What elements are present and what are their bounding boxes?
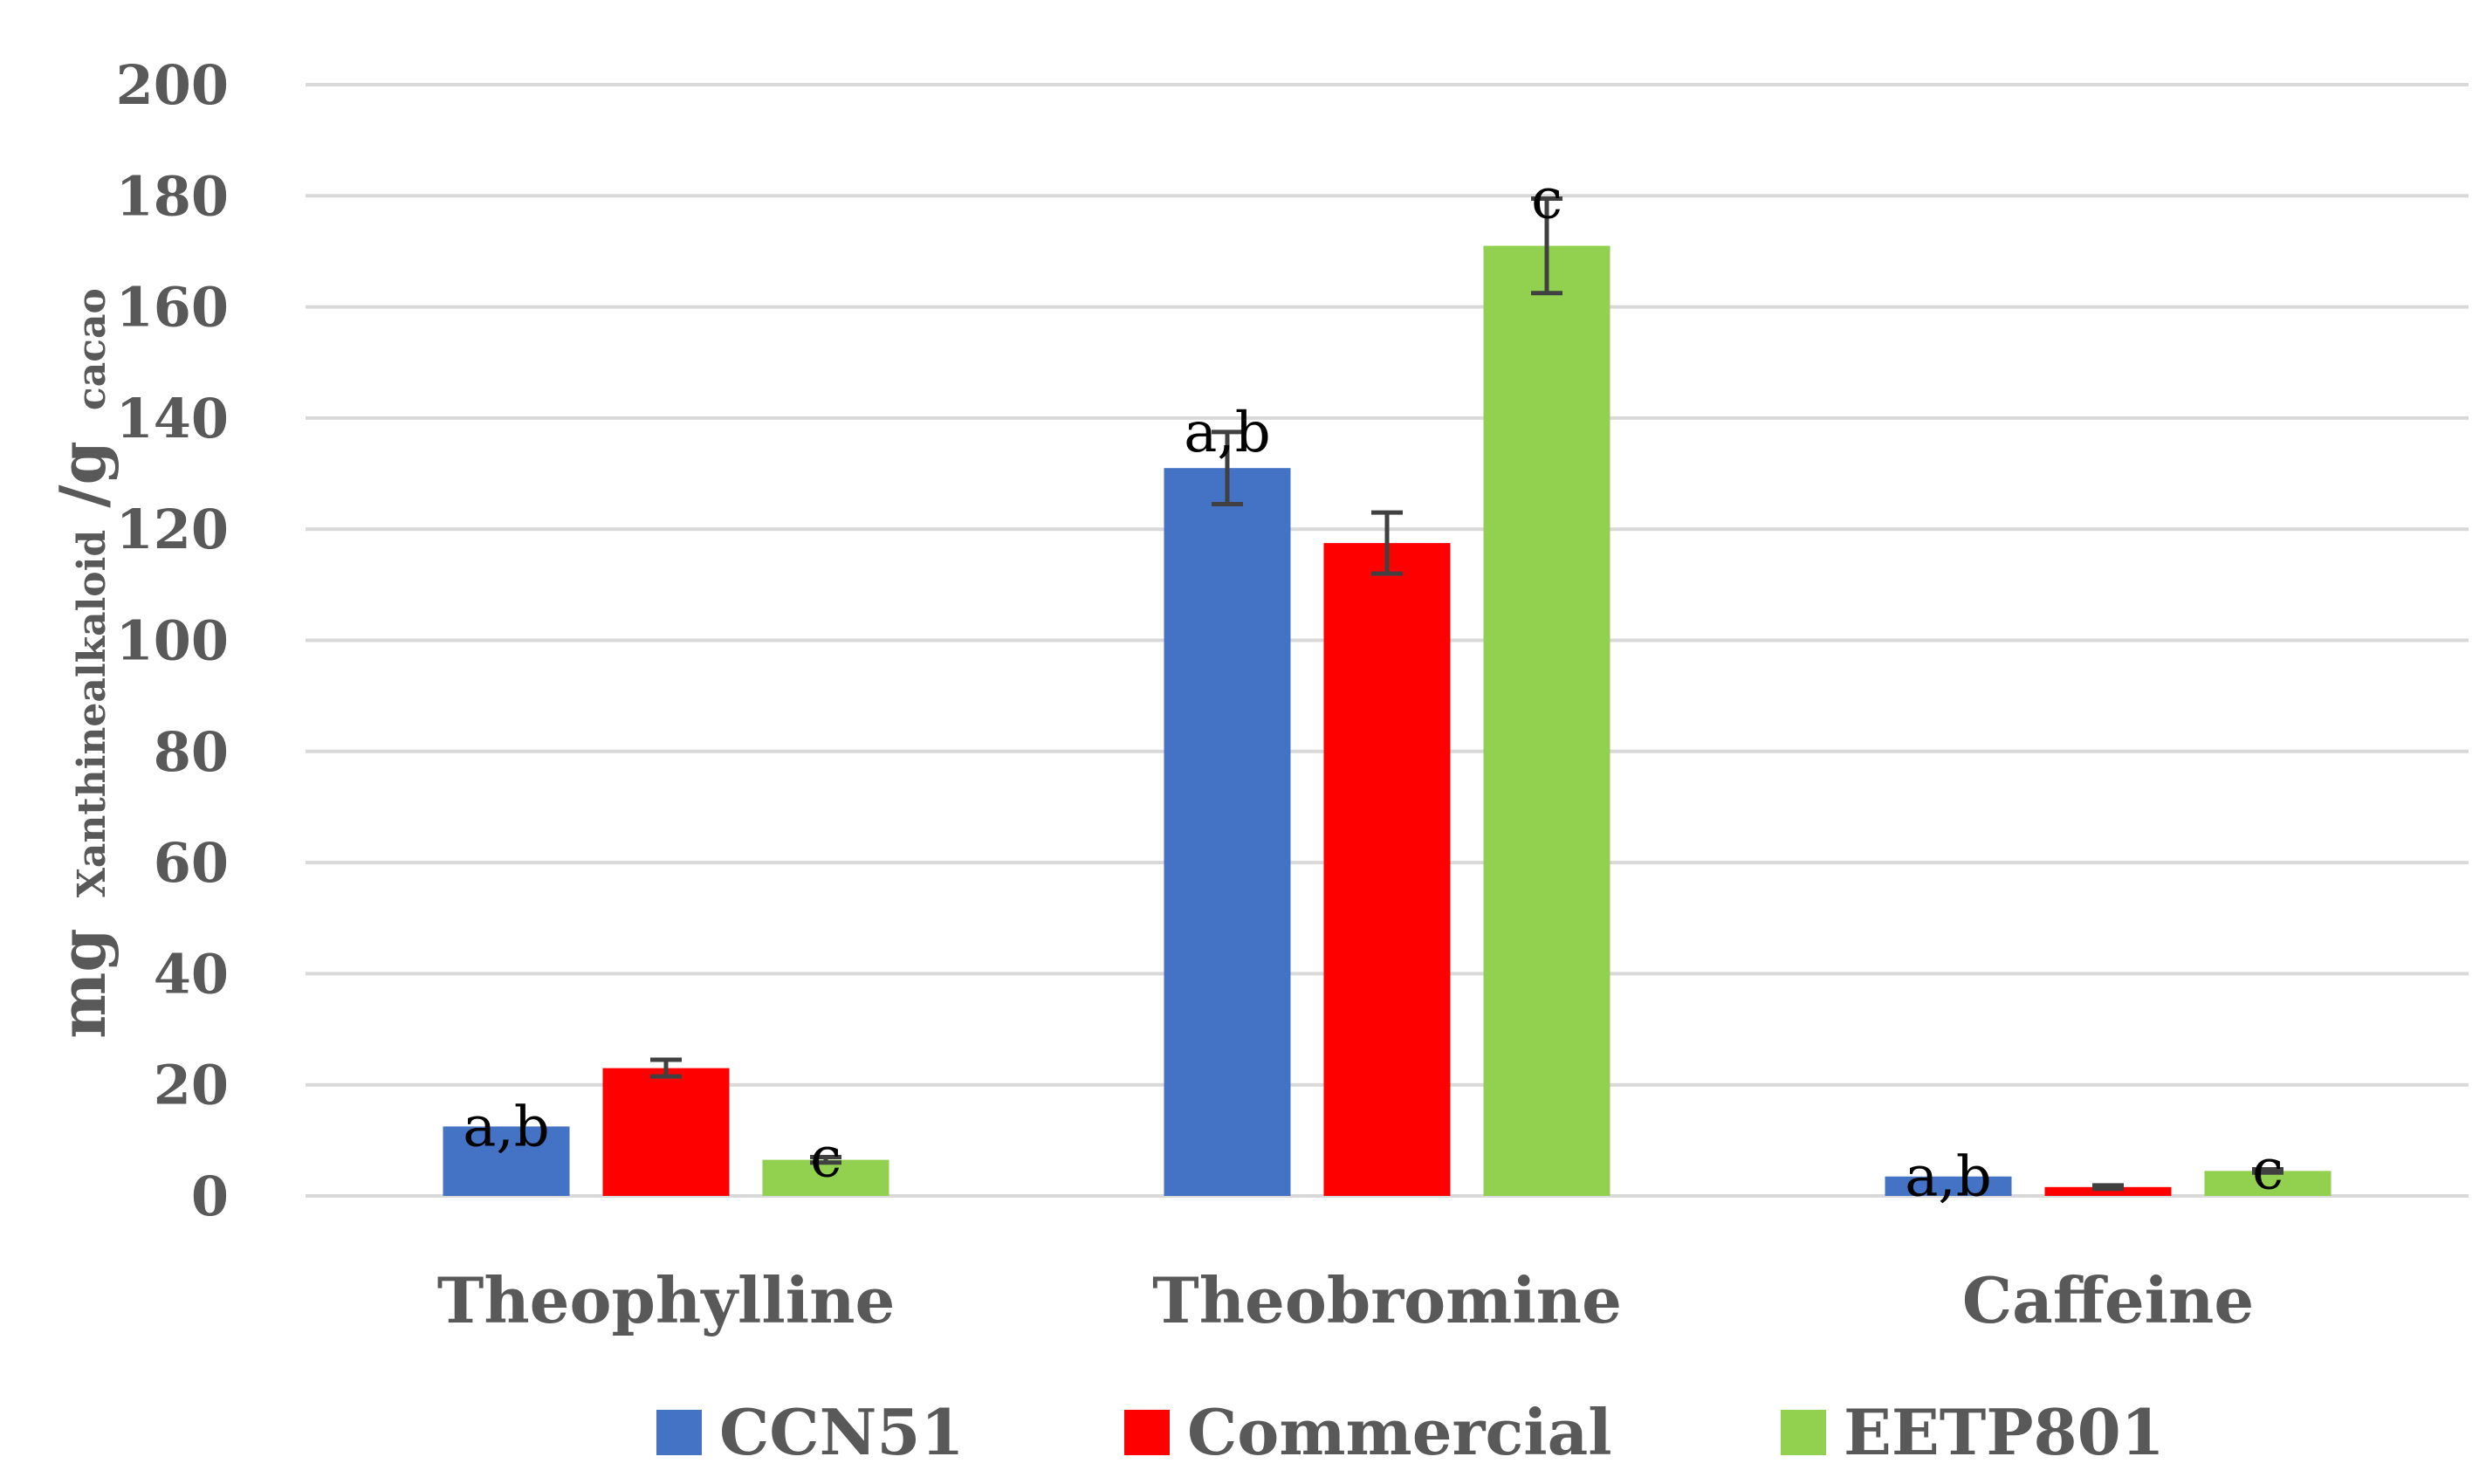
x-category-label: Theobromine <box>1152 1263 1622 1337</box>
x-category-label: Caffeine <box>1962 1263 2254 1337</box>
bar-eetp801-theobromine <box>1483 245 1610 1197</box>
bar-ccn51-theobromine <box>1164 468 1291 1196</box>
significance-label: a,b <box>463 1095 549 1159</box>
bar-commercial-theobromine <box>1323 543 1451 1196</box>
bar-ccn51-theophylline <box>443 1126 570 1196</box>
y-tick-label: 200 <box>116 53 229 117</box>
legend-swatch <box>1124 1410 1170 1455</box>
x-axis-categories: Theophylline Theobromine Caffeine <box>437 1263 2254 1337</box>
y-axis-title-divider: /g <box>45 441 120 508</box>
significance-label: a,b <box>1184 401 1270 465</box>
y-tick-label: 120 <box>116 498 229 561</box>
legend-swatch <box>656 1410 702 1455</box>
y-axis-title: mg Xanthinealkaloid /g cacao <box>45 288 120 1039</box>
y-tick-label: 60 <box>154 831 229 895</box>
bar-eetp801-caffeine <box>2204 1171 2331 1196</box>
x-category-label: Theophylline <box>437 1263 896 1337</box>
significance-label: c <box>2252 1137 2283 1202</box>
error-bars <box>650 196 2283 1192</box>
y-tick-label: 40 <box>154 942 229 1006</box>
bar-commercial-theophylline <box>602 1068 730 1196</box>
y-tick-label: 80 <box>154 720 229 784</box>
significance-label: c <box>810 1125 841 1190</box>
y-tick-label: 0 <box>191 1165 229 1228</box>
bar-eetp801-theophylline <box>762 1159 889 1196</box>
legend-swatch <box>1781 1410 1826 1455</box>
legend-label: EETP801 <box>1844 1395 2165 1469</box>
significance-label: a,b <box>1905 1145 1991 1210</box>
y-tick-label: 140 <box>116 387 229 450</box>
y-tick-label: 20 <box>154 1054 229 1117</box>
significance-labels: a,b c a,b c a,b c <box>463 167 2283 1209</box>
legend-label: CCN51 <box>719 1395 965 1469</box>
bar-ccn51-caffeine <box>1885 1176 2012 1196</box>
y-axis-ticks: 0 20 40 60 80 100 120 140 160 180 200 <box>116 53 229 1228</box>
y-axis-title-subscript-2: cacao <box>70 288 114 410</box>
y-tick-label: 160 <box>116 276 229 340</box>
y-tick-label: 180 <box>116 164 229 228</box>
legend-label: Commercial <box>1187 1395 1612 1469</box>
y-axis-title-subscript: Xanthinealkaloid <box>70 530 114 897</box>
legend: CCN51 Commercial EETP801 <box>656 1395 2165 1469</box>
significance-label: c <box>1531 167 1562 231</box>
y-axis-title-prefix: mg <box>45 928 120 1039</box>
bar-commercial-caffeine <box>2044 1186 2172 1196</box>
y-tick-label: 100 <box>116 609 229 673</box>
bars <box>443 245 2331 1197</box>
